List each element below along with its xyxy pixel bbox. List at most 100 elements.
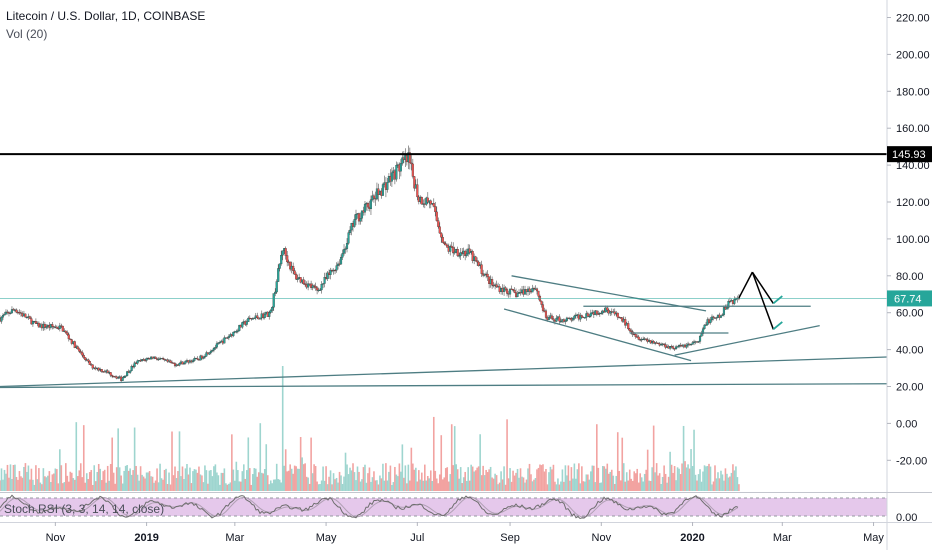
volume-bar <box>506 419 508 491</box>
volume-bar <box>485 469 487 491</box>
volume-bar <box>290 468 293 491</box>
volume-bar <box>702 471 704 491</box>
volume-bar <box>696 480 698 491</box>
volume-bar <box>721 474 724 491</box>
candle-body <box>348 229 352 233</box>
volume-bar <box>587 474 589 491</box>
volume-bar <box>594 482 597 491</box>
candle-body <box>3 314 6 316</box>
volume-bar <box>530 474 532 491</box>
volume-bar <box>458 478 461 491</box>
volume-bar <box>151 476 154 491</box>
candle-body <box>169 360 172 363</box>
candle-body <box>700 333 703 337</box>
volume-bars <box>0 366 740 491</box>
volume-bar <box>308 483 311 491</box>
volume-bar <box>190 483 193 491</box>
volume-bar <box>307 477 309 491</box>
candle-body <box>710 316 714 321</box>
volume-bar <box>407 464 410 491</box>
volume-bar <box>352 463 354 491</box>
volume-bar <box>265 444 268 491</box>
candle-body <box>1 315 5 318</box>
volume-bar <box>180 476 182 491</box>
volume-bar <box>325 466 327 491</box>
volume-bar <box>14 464 16 491</box>
volume-bar <box>643 473 646 491</box>
volume-bar <box>479 434 481 491</box>
candle-body <box>123 376 126 379</box>
candle-body <box>238 324 241 331</box>
volume-bar <box>27 465 30 491</box>
candle-body <box>311 285 314 288</box>
volume-bar <box>114 483 116 491</box>
volume-bar <box>398 463 401 491</box>
candle-body <box>390 172 393 182</box>
volume-bar <box>154 480 157 491</box>
candle-body <box>709 319 712 323</box>
volume-bar <box>648 480 650 491</box>
volume-bar <box>582 481 585 491</box>
candle-body <box>437 220 440 227</box>
volume-bar <box>500 471 502 491</box>
candle-body <box>272 293 275 308</box>
candle-body <box>372 195 375 199</box>
candle-body <box>703 324 706 329</box>
candle-body <box>320 283 323 291</box>
candle-body <box>408 152 411 164</box>
candle-body <box>552 318 555 321</box>
candle-body <box>600 312 603 314</box>
candle-body <box>540 300 543 305</box>
volume-bar <box>213 466 215 491</box>
volume-bar <box>237 470 239 491</box>
volume-bar <box>676 467 679 491</box>
candle-body <box>719 315 723 318</box>
volume-bar <box>73 479 76 491</box>
candle-body <box>184 360 187 364</box>
volume-bar <box>183 479 185 491</box>
volume-bar <box>425 480 428 491</box>
volume-bar <box>205 470 208 491</box>
volume-bar <box>681 463 683 491</box>
last-price-label: 67.74 <box>894 293 922 305</box>
volume-bar <box>45 477 48 491</box>
volume-bar <box>220 472 223 491</box>
candle-body <box>45 326 48 328</box>
volume-bar <box>712 481 715 491</box>
candle-body <box>15 309 18 313</box>
volume-bar <box>607 473 610 491</box>
volume-bar <box>157 482 160 491</box>
volume-bar <box>192 471 194 491</box>
volume-bar <box>241 471 244 491</box>
volume-bar <box>256 476 259 491</box>
volume-bar <box>575 478 577 491</box>
volume-bar <box>504 484 507 491</box>
candle-body <box>395 164 398 180</box>
volume-bar <box>624 481 627 491</box>
volume-bar <box>283 465 285 491</box>
candle-body <box>363 203 367 213</box>
candle-body <box>353 219 356 227</box>
candle-body <box>19 312 22 314</box>
candle-body <box>432 203 435 207</box>
volume-bar <box>334 479 336 491</box>
volume-bar <box>474 470 477 491</box>
candle-body <box>715 317 718 319</box>
volume-bar <box>667 476 670 491</box>
volume-bar <box>486 472 489 491</box>
candle-body <box>78 348 81 352</box>
volume-bar <box>337 482 339 491</box>
volume-bar <box>415 467 417 491</box>
volume-bar <box>685 467 688 491</box>
volume-bar <box>431 480 434 491</box>
volume-bar <box>346 464 348 491</box>
candle-body <box>555 317 558 322</box>
candle-body <box>0 316 3 322</box>
volume-bar <box>723 480 725 491</box>
volume-bar <box>717 472 719 491</box>
volume-bar <box>343 476 345 491</box>
volume-bar <box>413 469 416 491</box>
volume-bar <box>263 469 266 491</box>
candle-body <box>67 334 70 340</box>
